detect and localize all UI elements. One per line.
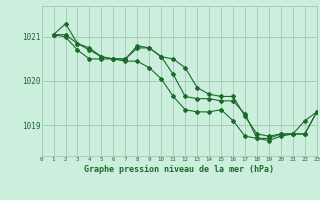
X-axis label: Graphe pression niveau de la mer (hPa): Graphe pression niveau de la mer (hPa) (84, 165, 274, 174)
